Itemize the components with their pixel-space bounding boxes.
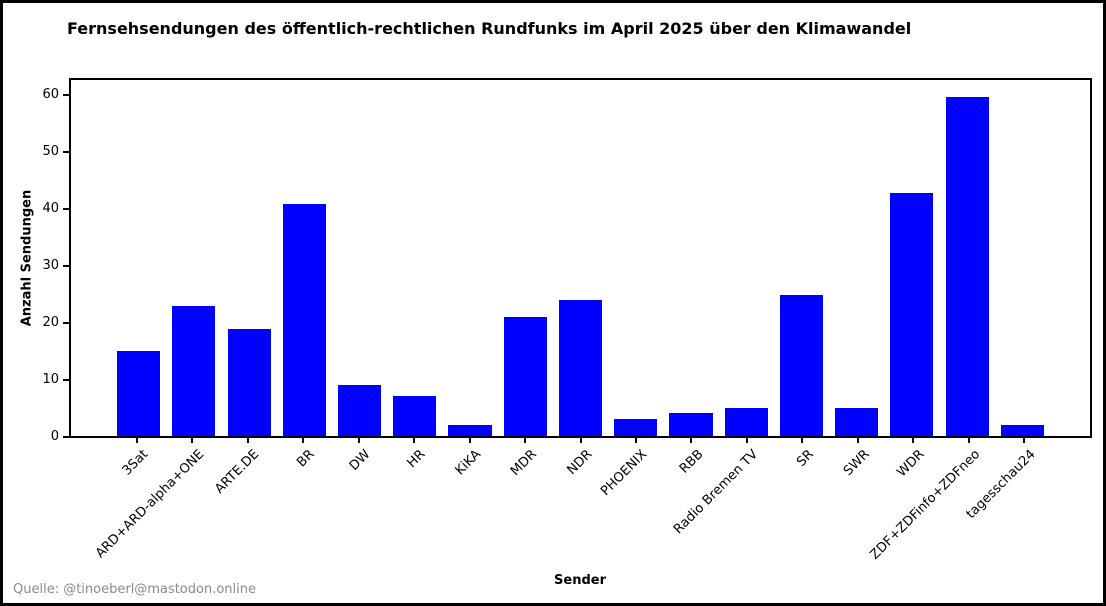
- bar-DW: [338, 385, 382, 436]
- y-tick-mark: [63, 151, 69, 154]
- x-tick-mark: [246, 438, 249, 443]
- y-tick-label: 60: [42, 87, 59, 103]
- bar-SR: [779, 294, 823, 436]
- bar-ARD+ARD-alpha+ONE: [172, 306, 216, 436]
- bar-slot: [608, 80, 663, 436]
- bar-KiKA: [448, 424, 492, 436]
- x-tick-label: SR: [794, 447, 817, 470]
- bar-NDR: [558, 300, 603, 436]
- bar-slot: [387, 80, 442, 436]
- bar-MDR: [503, 317, 547, 436]
- y-tick-mark: [63, 322, 69, 325]
- x-tick-label: ARTE.DE: [212, 447, 263, 497]
- bar-WDR: [890, 193, 934, 436]
- y-tick-mark: [63, 94, 69, 97]
- x-tick-mark: [912, 438, 915, 443]
- source-caption: Quelle: @tinoeberl@mastodon.online: [13, 582, 256, 597]
- bar-BR: [282, 204, 326, 436]
- x-tick-mark: [856, 438, 859, 443]
- chart-title: Fernsehsendungen des öffentlich-rechtlic…: [67, 19, 912, 38]
- x-tick-label: MDR: [507, 447, 540, 480]
- y-tick-label: 20: [42, 315, 59, 331]
- x-tick-mark: [745, 438, 748, 443]
- x-tick-mark: [634, 438, 637, 443]
- x-tick-label: DW: [346, 447, 374, 474]
- x-tick-mark: [801, 438, 804, 443]
- bar-slot: [719, 80, 774, 436]
- y-tick-label: 0: [50, 429, 59, 444]
- y-tick-label: 40: [42, 201, 59, 217]
- x-tick-mark: [690, 438, 693, 443]
- bar-slot: [884, 80, 939, 436]
- bar-slot: [221, 80, 276, 436]
- bar-slot: [332, 80, 387, 436]
- y-tick-mark: [63, 208, 69, 211]
- y-tick-label: 10: [42, 372, 59, 388]
- x-tick-mark: [191, 438, 194, 443]
- bar-slot: [166, 80, 221, 436]
- x-tick-label: KiKA: [452, 447, 485, 479]
- bar-ZDF+ZDFinfo+ZDFneo: [945, 96, 989, 436]
- x-tick-label: WDR: [894, 447, 928, 481]
- y-tick-label: 50: [42, 144, 59, 160]
- x-tick-mark: [1023, 438, 1026, 443]
- bar-ARTE.DE: [227, 328, 271, 436]
- bar-slot: [553, 80, 608, 436]
- x-tick-mark: [413, 438, 416, 443]
- bar-Radio Bremen TV: [724, 407, 768, 436]
- bar-HR: [393, 396, 437, 436]
- y-tick-label: 30: [42, 258, 59, 274]
- x-axis-title: Sender: [554, 573, 606, 588]
- x-tick-mark: [967, 438, 970, 443]
- bar-slot: [277, 80, 332, 436]
- x-tick-mark: [524, 438, 527, 443]
- y-tick-mark: [63, 436, 69, 438]
- x-tick-label: HR: [404, 447, 429, 471]
- bar-3Sat: [117, 351, 161, 436]
- bar-tagesschau24: [1000, 424, 1044, 436]
- bar-slot: [940, 80, 995, 436]
- x-tick-mark: [302, 438, 305, 443]
- y-tick-mark: [63, 265, 69, 268]
- bar-SWR: [835, 407, 879, 436]
- x-tick-label: SWR: [840, 447, 873, 479]
- x-tick-label: ARD+ARD-alpha+ONE: [92, 447, 207, 562]
- bar-slot: [442, 80, 497, 436]
- bar-slot: [995, 80, 1050, 436]
- x-tick-label: PHOENIX: [598, 447, 651, 499]
- y-tick-mark: [63, 379, 69, 382]
- bar-slot: [829, 80, 884, 436]
- x-tick-label: 3Sat: [119, 447, 152, 479]
- bars-container: [71, 80, 1090, 436]
- bar-slot: [498, 80, 553, 436]
- bar-slot: [774, 80, 829, 436]
- bar-RBB: [669, 413, 713, 436]
- bar-PHOENIX: [614, 419, 658, 436]
- x-tick-mark: [579, 438, 582, 443]
- x-tick-label: NDR: [564, 447, 596, 478]
- bar-slot: [111, 80, 166, 436]
- x-tick-mark: [357, 438, 360, 443]
- x-tick-mark: [135, 438, 138, 443]
- bar-slot: [663, 80, 718, 436]
- x-tick-mark: [468, 438, 471, 443]
- x-tick-label: ZDF+ZDFinfo+ZDFneo: [867, 447, 984, 563]
- x-tick-label: BR: [294, 447, 318, 471]
- x-tick-label: RBB: [676, 447, 707, 477]
- plot-area: [69, 78, 1092, 438]
